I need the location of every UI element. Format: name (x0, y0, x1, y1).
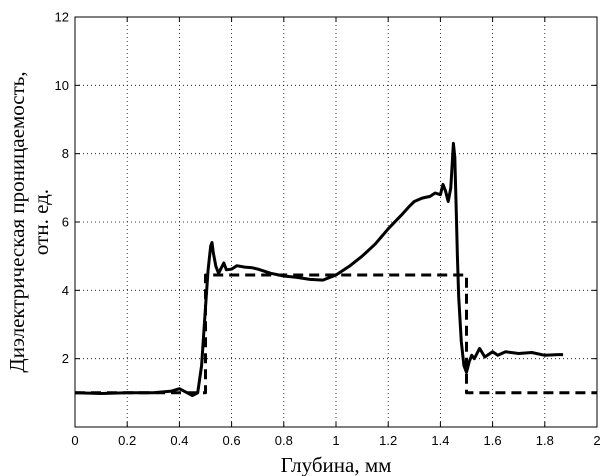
x-tick-label: 1.8 (536, 433, 554, 448)
dashed-series-line (75, 273, 597, 395)
x-tick-label: 1.2 (379, 433, 397, 448)
y-tick-group: 2 4 6 8 10 12 (55, 10, 597, 366)
x-tick-label: 0.2 (118, 433, 136, 448)
y-axis-label-line1: Диэлектрическая проницаемость, (5, 71, 29, 372)
solid-series-line (74, 141, 564, 398)
x-tick-label: 0 (71, 433, 78, 448)
y-tick-label: 12 (55, 10, 69, 25)
y-tick-label: 4 (62, 283, 69, 298)
y-tick-label: 2 (62, 351, 69, 366)
x-tick-label: 1.6 (484, 433, 502, 448)
x-tick-label: 0.8 (275, 433, 293, 448)
y-axis-label-line2: отн. ед. (29, 189, 53, 255)
y-tick-label: 8 (62, 146, 69, 161)
x-tick-label: 1 (332, 433, 339, 448)
x-tick-label: 0.6 (223, 433, 241, 448)
y-tick-label: 6 (62, 215, 69, 230)
x-axis-label: Глубина, мм (281, 453, 392, 476)
x-tick-label: 2 (593, 433, 600, 448)
x-tick-group: 0 0.2 0.4 0.6 0.8 1 1.2 1.4 1.6 1.8 2 (71, 17, 601, 448)
series-group (74, 141, 597, 398)
x-tick-label: 0.4 (170, 433, 188, 448)
x-tick-label: 1.4 (431, 433, 449, 448)
y-tick-label: 10 (55, 78, 69, 93)
